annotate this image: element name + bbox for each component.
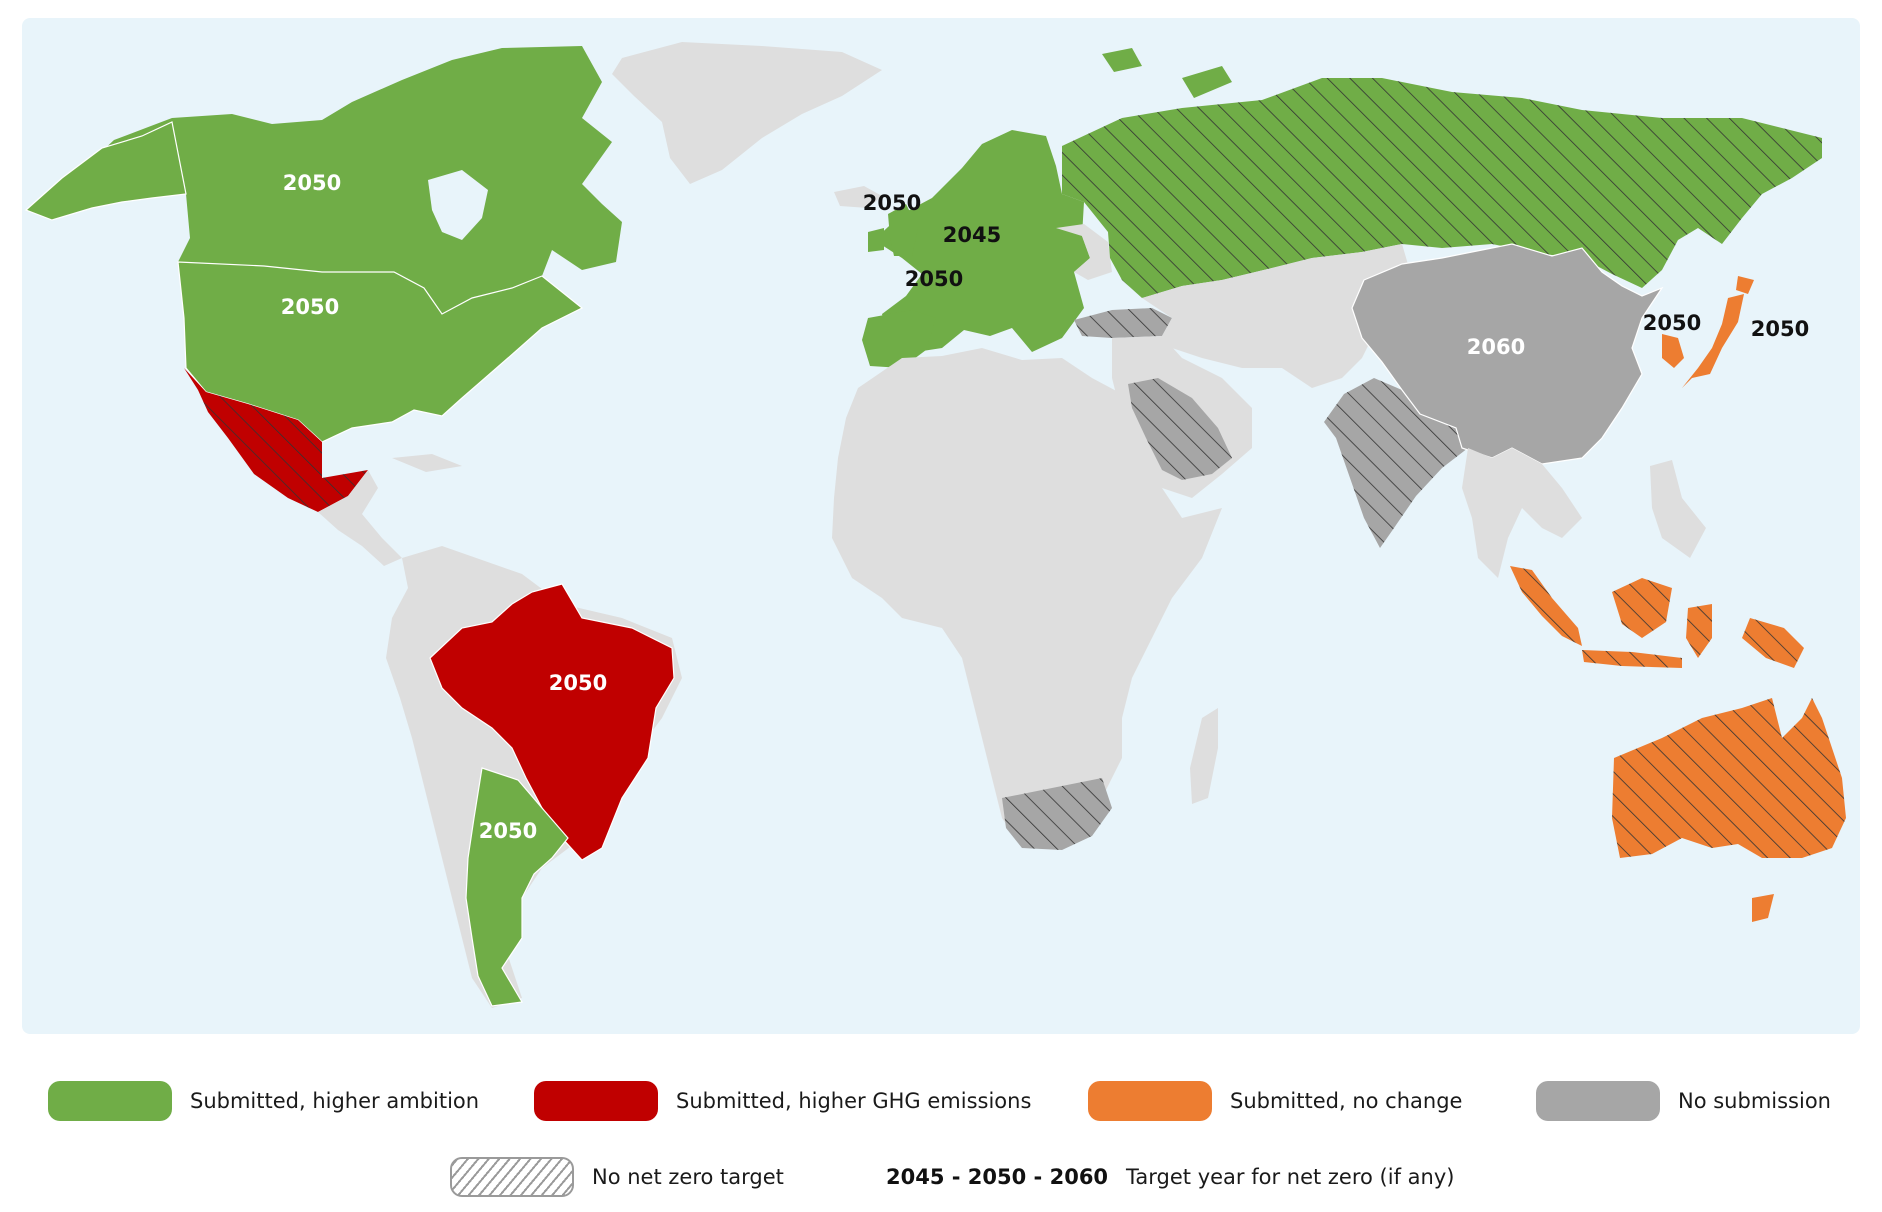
legend-swatch-green xyxy=(48,1081,172,1121)
legend-no-submission: No submission xyxy=(1536,1079,1831,1123)
svalbard xyxy=(1102,48,1142,72)
europe xyxy=(874,130,1090,352)
hokkaido xyxy=(1736,276,1754,294)
legend-year-2045: 2045 xyxy=(886,1165,945,1189)
africa xyxy=(832,348,1222,848)
japan xyxy=(1682,294,1744,388)
legend-row-keys: No net zero target 2045 - 2050 - 2060 Ta… xyxy=(0,1155,1882,1199)
legend-year-sep: - xyxy=(944,1165,968,1189)
korea xyxy=(1662,334,1684,368)
legend-higher-ghg: Submitted, higher GHG emissions xyxy=(534,1079,1031,1123)
uk xyxy=(888,204,918,256)
label-korea: 2050 xyxy=(1643,311,1701,335)
legend-swatch-orange xyxy=(1088,1081,1212,1121)
argentina xyxy=(465,767,569,1007)
legend-year-2060: 2060 xyxy=(1049,1165,1109,1189)
legend-label-target-year: Target year for net zero (if any) xyxy=(1126,1165,1455,1189)
alaska xyxy=(24,121,187,221)
legend-label-higher-ambition: Submitted, higher ambition xyxy=(190,1089,480,1113)
legend-label-no-change: Submitted, no change xyxy=(1230,1089,1463,1113)
legend-target-years: 2045 - 2050 - 2060 Target year for net z… xyxy=(886,1155,1454,1199)
brazil xyxy=(429,583,675,861)
philippines xyxy=(1650,460,1706,558)
legend-swatch-red xyxy=(534,1081,658,1121)
legend-swatch-hatch xyxy=(450,1157,574,1197)
legend-label-no-net-zero: No net zero target xyxy=(592,1165,784,1189)
china xyxy=(1351,243,1664,465)
label-france: 2050 xyxy=(905,267,963,291)
legend-years-key: 2045 - 2050 - 2060 xyxy=(886,1165,1108,1189)
legend-year-2050: 2050 xyxy=(967,1165,1027,1189)
label-uk: 2050 xyxy=(863,191,921,215)
label-argentina: 2050 xyxy=(479,819,537,843)
legend-label-no-submission: No submission xyxy=(1678,1089,1831,1113)
canada xyxy=(26,46,622,314)
hudson-bay xyxy=(428,170,488,240)
legend-higher-ambition: Submitted, higher ambition xyxy=(48,1079,479,1123)
central-asia xyxy=(1142,244,1412,388)
label-germany: 2045 xyxy=(943,223,1001,247)
label-brazil: 2050 xyxy=(549,671,607,695)
madagascar xyxy=(1190,708,1218,804)
india xyxy=(1324,378,1468,548)
legend-row-statuses: Submitted, higher ambition Submitted, hi… xyxy=(0,1079,1882,1123)
southeast-asia xyxy=(1462,448,1582,578)
saudi-arabia xyxy=(1128,378,1232,480)
iberia xyxy=(862,310,936,368)
legend-no-net-zero: No net zero target xyxy=(450,1155,784,1199)
label-canada: 2050 xyxy=(283,171,341,195)
legend-year-sep: - xyxy=(1026,1165,1050,1189)
turkey xyxy=(1074,308,1172,338)
label-japan: 2050 xyxy=(1751,317,1809,341)
iceland xyxy=(834,186,882,208)
ireland xyxy=(868,228,884,252)
label-china: 2060 xyxy=(1467,335,1525,359)
russia xyxy=(1062,78,1822,298)
central-america xyxy=(318,470,402,566)
label-usa: 2050 xyxy=(281,295,339,319)
legend-label-higher-ghg: Submitted, higher GHG emissions xyxy=(676,1089,1032,1113)
cuba xyxy=(392,454,462,472)
legend-swatch-grey xyxy=(1536,1081,1660,1121)
world-map: 2050 2050 2050 2045 2050 2060 2050 2050 … xyxy=(22,18,1860,1034)
legend-no-change: Submitted, no change xyxy=(1088,1079,1462,1123)
mexico xyxy=(184,368,368,512)
south-africa xyxy=(1002,778,1112,850)
novaya-zemlya xyxy=(1182,66,1232,98)
greenland xyxy=(612,42,882,184)
east-europe xyxy=(1056,224,1112,280)
australia xyxy=(1612,698,1846,922)
indonesia xyxy=(1510,566,1804,668)
